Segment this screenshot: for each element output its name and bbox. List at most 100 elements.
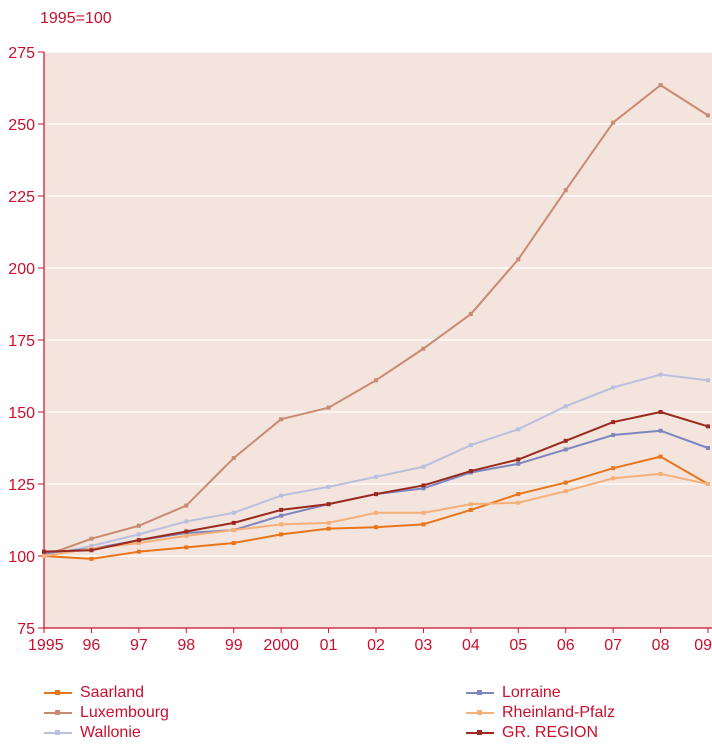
data-point: [563, 404, 568, 409]
data-point: [611, 420, 616, 425]
x-tick-label: 02: [367, 637, 385, 654]
data-point: [326, 405, 331, 410]
y-tick-label: 150: [8, 405, 35, 422]
x-tick-label: 97: [130, 637, 148, 654]
legend-left: Saarland Luxembourg Wallonie: [44, 683, 169, 743]
data-point: [42, 554, 46, 558]
data-point: [516, 457, 521, 462]
legend-item: GR. REGION: [466, 723, 615, 743]
data-point: [658, 428, 663, 433]
legend-label: Saarland: [80, 684, 145, 701]
data-point: [374, 510, 378, 515]
legend-item: Rheinland-Pfalz: [466, 703, 615, 723]
data-point: [611, 385, 616, 390]
data-point: [136, 541, 141, 546]
data-point: [89, 543, 94, 548]
data-point: [563, 489, 568, 494]
y-tick-label: 125: [8, 477, 35, 494]
unit-label: 1995=100: [40, 10, 112, 27]
x-tick-label: 99: [225, 637, 243, 654]
x-tick-label: 05: [509, 637, 527, 654]
data-point: [563, 480, 568, 485]
data-point: [374, 378, 378, 383]
data-point: [421, 346, 426, 351]
legend-swatch: [44, 688, 72, 698]
data-point: [374, 492, 378, 497]
x-tick-label: 01: [320, 637, 338, 654]
data-point: [468, 443, 473, 448]
legend-label: Luxembourg: [80, 704, 169, 721]
legend-label: GR. REGION: [502, 724, 599, 741]
data-point: [42, 549, 46, 554]
x-tick-label: 09: [694, 637, 712, 654]
x-tick-label: 2000: [263, 637, 299, 654]
data-point: [231, 510, 236, 515]
data-point: [611, 433, 616, 438]
y-tick-label: 250: [8, 117, 35, 134]
data-point: [184, 503, 189, 508]
data-point: [374, 525, 378, 530]
data-point: [279, 417, 284, 422]
data-point: [326, 502, 331, 507]
data-point: [468, 502, 473, 507]
data-point: [279, 513, 284, 518]
data-point: [658, 410, 663, 414]
data-point: [611, 466, 616, 471]
data-point: [658, 454, 663, 459]
legend-item: Saarland: [44, 683, 169, 703]
data-point: [279, 507, 284, 512]
y-tick-label: 275: [8, 45, 35, 62]
data-point: [231, 520, 236, 525]
data-point: [326, 526, 331, 531]
legend-swatch: [466, 688, 494, 698]
legend-item: Luxembourg: [44, 703, 169, 723]
legend-right: Lorraine Rheinland-Pfalz GR. REGION: [466, 683, 615, 743]
data-point: [706, 113, 710, 118]
x-tick-label: 03: [415, 637, 433, 654]
data-point: [231, 541, 236, 546]
data-point: [563, 438, 568, 443]
legend-swatch: [466, 708, 494, 718]
data-point: [516, 257, 521, 262]
x-tick-label: 04: [462, 637, 480, 654]
data-point: [611, 120, 616, 125]
data-point: [279, 532, 284, 537]
data-point: [184, 545, 189, 550]
data-point: [421, 522, 426, 527]
data-point: [89, 556, 94, 561]
data-point: [516, 461, 521, 466]
data-point: [516, 492, 521, 497]
data-point: [706, 378, 710, 383]
x-tick-label: 07: [604, 637, 622, 654]
data-point: [516, 427, 521, 432]
y-tick-label: 100: [8, 549, 35, 566]
data-point: [468, 312, 473, 317]
data-point: [374, 474, 378, 479]
x-tick-label: 96: [83, 637, 101, 654]
data-point: [326, 520, 331, 525]
x-tick-label: 98: [177, 637, 195, 654]
legend-swatch: [44, 728, 72, 738]
x-tick-label: 08: [652, 637, 670, 654]
data-point: [516, 500, 521, 505]
data-point: [279, 493, 284, 498]
y-tick-label: 200: [8, 261, 35, 278]
data-point: [231, 528, 236, 533]
data-point: [658, 471, 663, 476]
data-point: [184, 519, 189, 524]
data-point: [468, 507, 473, 512]
y-tick-label: 225: [8, 189, 35, 206]
legend-label: Rheinland-Pfalz: [502, 704, 615, 721]
data-point: [611, 476, 616, 481]
y-tick-label: 175: [8, 333, 35, 350]
data-point: [279, 522, 284, 527]
line-chart: 75 100 125 150 175 200 225 250 275 1995 96 97 98 99 20…: [8, 45, 712, 654]
data-point: [706, 424, 710, 429]
data-point: [421, 510, 426, 515]
data-point: [136, 523, 141, 528]
data-point: [468, 469, 473, 474]
legend-swatch: [466, 728, 494, 738]
data-point: [184, 529, 189, 534]
x-tick-label: 1995: [28, 637, 64, 654]
data-point: [421, 464, 426, 469]
